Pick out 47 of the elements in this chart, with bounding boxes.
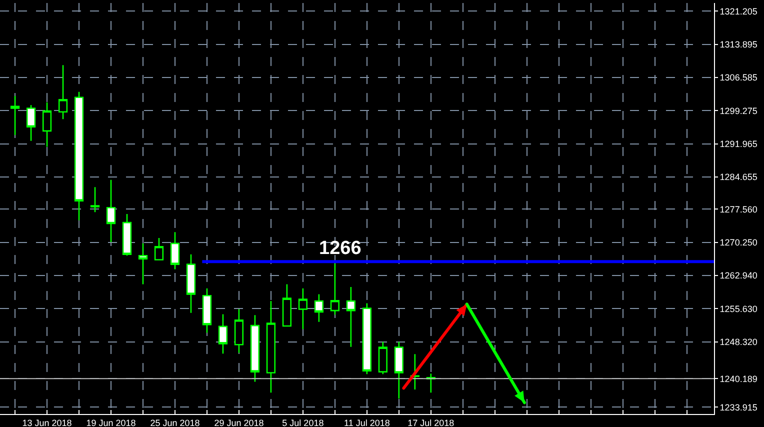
candlestick — [378, 341, 388, 375]
candlestick — [266, 300, 276, 394]
candlestick — [218, 314, 228, 354]
x-tick-label: 25 Jun 2018 — [150, 418, 200, 427]
candlestick — [74, 91, 84, 221]
y-tick-label: 1284.655 — [720, 172, 758, 182]
candlestick — [330, 262, 340, 316]
candlestick — [362, 302, 372, 375]
candlestick — [234, 308, 244, 354]
x-tick-label: 19 Jun 2018 — [86, 418, 136, 427]
candlestick — [138, 242, 148, 285]
y-tick-label: 1299.275 — [720, 106, 758, 116]
candlestick — [42, 102, 52, 148]
candlestick — [314, 294, 324, 323]
y-tick-label: 1240.189 — [720, 374, 758, 384]
ref-line-label: 1266 — [319, 238, 362, 259]
candlestick — [58, 64, 68, 120]
candlestick — [394, 341, 404, 400]
candlestick — [250, 314, 260, 382]
candlestick — [410, 353, 420, 390]
y-tick-label: 1262.940 — [720, 270, 758, 281]
candlestick — [282, 284, 292, 328]
y-tick-label: 1321.205 — [720, 6, 758, 16]
candlestick — [202, 288, 212, 334]
y-tick-label: 1248.320 — [720, 336, 758, 347]
y-tick-label: 1277.560 — [720, 204, 758, 214]
candlestick — [298, 288, 308, 330]
x-tick-label: 13 Jun 2018 — [22, 418, 72, 427]
y-tick-label: 1313.895 — [720, 39, 758, 50]
y-tick-label: 1255.630 — [720, 304, 758, 314]
candlestick — [122, 213, 132, 256]
y-tick-label: 1233.915 — [720, 402, 758, 412]
candlestick — [10, 95, 20, 136]
candlestick — [26, 104, 36, 142]
y-tick-label: 1270.250 — [720, 237, 758, 248]
y-tick-label: 1291.965 — [720, 138, 758, 149]
x-tick-label: 29 Jun 2018 — [214, 418, 264, 427]
x-tick-label: 11 Jul 2018 — [344, 418, 390, 427]
x-tick-label: 5 Jul 2018 — [282, 418, 324, 427]
candlestick — [170, 231, 180, 270]
candlestick — [346, 286, 356, 348]
y-tick-label: 1306.585 — [720, 72, 758, 83]
candlestick — [106, 179, 116, 243]
x-tick-label: 17 Jul 2018 — [408, 418, 454, 427]
candlestick — [186, 254, 196, 314]
candlestick — [90, 186, 100, 213]
candlestick — [154, 237, 164, 261]
